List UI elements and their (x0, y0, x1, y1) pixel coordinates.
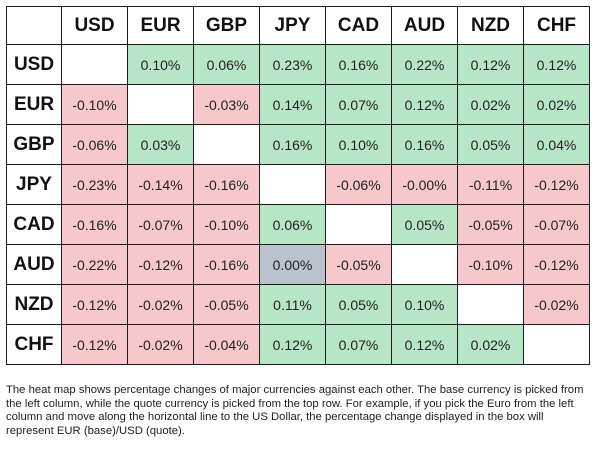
column-header-nzd: NZD (457, 6, 524, 45)
heatmap-cell-eur-gbp: -0.03% (193, 84, 260, 125)
table-row: EUR -0.10% -0.03% 0.14% 0.07% 0.12% 0.02% 0.02% (6, 84, 590, 125)
heatmap-cell-nzd-aud: 0.10% (391, 284, 458, 325)
heatmap-cell-aud-jpy: 0.00% (259, 244, 326, 285)
heatmap-cell-gbp-aud: 0.16% (391, 124, 458, 165)
heatmap-body: USD 0.10% 0.06% 0.23% 0.16% 0.22% 0.12% 0.12% EU… (6, 44, 590, 365)
heatmap-cell-aud-cad: -0.05% (325, 244, 392, 285)
table-row: NZD -0.12% -0.02% -0.05% 0.11% 0.05% 0.10% -0.0… (6, 284, 590, 325)
row-header-aud: AUD (6, 244, 62, 285)
heatmap-cell-jpy-eur: -0.14% (127, 164, 194, 205)
heatmap-cell-chf-gbp: -0.04% (193, 324, 260, 365)
table-row: GBP -0.06% 0.03% 0.16% 0.10% 0.16% 0.05% 0.04% (6, 124, 590, 165)
heatmap-cell-aud-nzd: -0.10% (457, 244, 524, 285)
heatmap-cell-chf-cad: 0.07% (325, 324, 392, 365)
table-row: AUD -0.22% -0.12% -0.16% 0.00% -0.05% -0.10% -0… (6, 244, 590, 285)
column-header-eur: EUR (127, 6, 194, 45)
heatmap-cell-jpy-chf: -0.12% (523, 164, 590, 205)
heatmap-cell-eur-jpy: 0.14% (259, 84, 326, 125)
row-header-chf: CHF (6, 324, 62, 365)
heatmap-cell-gbp-cad: 0.10% (325, 124, 392, 165)
heatmap-cell-chf-aud: 0.12% (391, 324, 458, 365)
column-header-jpy: JPY (259, 6, 326, 45)
heatmap-cell-cad-nzd: -0.05% (457, 204, 524, 245)
header-row: USD EUR GBP JPY CAD AUD NZD CHF (6, 6, 590, 45)
heatmap-cell-jpy-gbp: -0.16% (193, 164, 260, 205)
heatmap-cell-nzd-chf: -0.02% (523, 284, 590, 325)
heatmap-cell-nzd-eur: -0.02% (127, 284, 194, 325)
heatmap-explanation: The heat map shows percentage changes of… (6, 384, 584, 437)
heatmap-cell-chf-usd: -0.12% (61, 324, 128, 365)
heatmap-cell-chf-jpy: 0.12% (259, 324, 326, 365)
row-header-usd: USD (6, 44, 62, 85)
heatmap-cell-chf-nzd: 0.02% (457, 324, 524, 365)
heatmap-cell-usd-cad: 0.16% (325, 44, 392, 85)
table-row: CAD -0.16% -0.07% -0.10% 0.06% 0.05% -0.05% -0.… (6, 204, 590, 245)
heatmap-cell-cad-aud: 0.05% (391, 204, 458, 245)
heatmap-cell-eur-nzd: 0.02% (457, 84, 524, 125)
heatmap-cell-jpy-nzd: -0.11% (457, 164, 524, 205)
heatmap-cell-gbp-eur: 0.03% (127, 124, 194, 165)
column-header-cad: CAD (325, 6, 392, 45)
corner-cell (6, 6, 62, 45)
heatmap-cell-nzd-nzd (457, 284, 524, 325)
column-header-usd: USD (61, 6, 128, 45)
column-header-aud: AUD (391, 6, 458, 45)
row-header-eur: EUR (6, 84, 62, 125)
heatmap-cell-jpy-aud: -0.00% (391, 164, 458, 205)
heatmap-cell-cad-gbp: -0.10% (193, 204, 260, 245)
table-row: CHF -0.12% -0.02% -0.04% 0.12% 0.07% 0.12% 0.02… (6, 324, 590, 365)
heatmap-cell-nzd-usd: -0.12% (61, 284, 128, 325)
heatmap-cell-jpy-cad: -0.06% (325, 164, 392, 205)
heatmap-cell-usd-usd (61, 44, 128, 85)
table-row: JPY -0.23% -0.14% -0.16% -0.06% -0.00% -0.11% -… (6, 164, 590, 205)
heatmap-cell-eur-usd: -0.10% (61, 84, 128, 125)
heatmap-cell-cad-usd: -0.16% (61, 204, 128, 245)
heatmap-cell-aud-gbp: -0.16% (193, 244, 260, 285)
heatmap-cell-gbp-gbp (193, 124, 260, 165)
heatmap-cell-gbp-jpy: 0.16% (259, 124, 326, 165)
heatmap-cell-chf-eur: -0.02% (127, 324, 194, 365)
heatmap-cell-eur-eur (127, 84, 194, 125)
heatmap-cell-usd-eur: 0.10% (127, 44, 194, 85)
heatmap-cell-aud-aud (391, 244, 458, 285)
heatmap-cell-cad-cad (325, 204, 392, 245)
heatmap-cell-nzd-jpy: 0.11% (259, 284, 326, 325)
heatmap-cell-cad-chf: -0.07% (523, 204, 590, 245)
heatmap-cell-nzd-gbp: -0.05% (193, 284, 260, 325)
row-header-cad: CAD (6, 204, 62, 245)
heatmap-cell-usd-nzd: 0.12% (457, 44, 524, 85)
heatmap-cell-eur-chf: 0.02% (523, 84, 590, 125)
heatmap-cell-aud-usd: -0.22% (61, 244, 128, 285)
table-row: USD 0.10% 0.06% 0.23% 0.16% 0.22% 0.12% 0.12% (6, 44, 590, 85)
heatmap-cell-gbp-nzd: 0.05% (457, 124, 524, 165)
heatmap-cell-cad-eur: -0.07% (127, 204, 194, 245)
heatmap-cell-nzd-cad: 0.05% (325, 284, 392, 325)
heatmap-cell-chf-chf (523, 324, 590, 365)
heatmap-cell-usd-gbp: 0.06% (193, 44, 260, 85)
heatmap-cell-jpy-jpy (259, 164, 326, 205)
heatmap-cell-usd-chf: 0.12% (523, 44, 590, 85)
row-header-nzd: NZD (6, 284, 62, 325)
heatmap-cell-eur-cad: 0.07% (325, 84, 392, 125)
column-header-chf: CHF (523, 6, 590, 45)
heatmap-cell-eur-aud: 0.12% (391, 84, 458, 125)
row-header-jpy: JPY (6, 164, 62, 205)
heatmap-cell-gbp-chf: 0.04% (523, 124, 590, 165)
heatmap-cell-jpy-usd: -0.23% (61, 164, 128, 205)
currency-heatmap: USD EUR GBP JPY CAD AUD NZD CHF USD 0.10%… (6, 6, 590, 365)
heatmap-cell-cad-jpy: 0.06% (259, 204, 326, 245)
heatmap-cell-aud-eur: -0.12% (127, 244, 194, 285)
row-header-gbp: GBP (6, 124, 62, 165)
heatmap-cell-aud-chf: -0.12% (523, 244, 590, 285)
column-header-gbp: GBP (193, 6, 260, 45)
heatmap-cell-usd-jpy: 0.23% (259, 44, 326, 85)
heatmap-cell-gbp-usd: -0.06% (61, 124, 128, 165)
heatmap-cell-usd-aud: 0.22% (391, 44, 458, 85)
